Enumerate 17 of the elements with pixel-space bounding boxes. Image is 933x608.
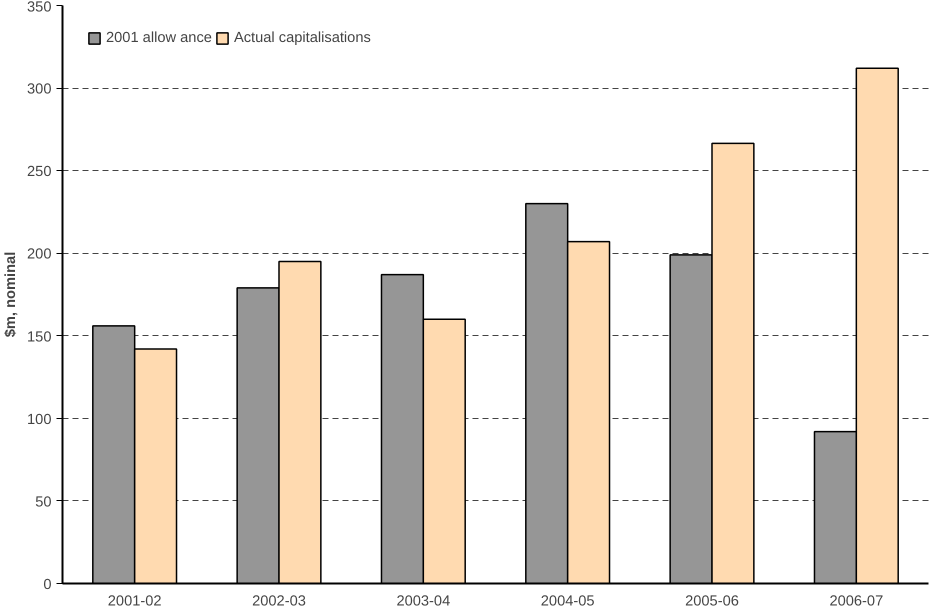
legend-label: Actual capitalisations xyxy=(234,30,371,46)
x-tick-label: 2005-06 xyxy=(685,594,739,608)
x-tick-label: 2004-05 xyxy=(540,594,595,608)
x-tick-label: 2001-02 xyxy=(108,594,162,608)
y-tick-label: 300 xyxy=(27,82,52,98)
y-tick-label: 0 xyxy=(43,577,52,593)
x-tick-label: 2002-03 xyxy=(252,594,306,608)
y-tick-label: 250 xyxy=(27,164,52,180)
x-tick-label: 2003-04 xyxy=(396,594,450,608)
y-tick-label: 200 xyxy=(27,246,52,263)
y-axis-title: $m, nominal xyxy=(3,252,20,338)
y-tick-label: 50 xyxy=(35,494,52,510)
y-tick-label: 150 xyxy=(27,329,52,346)
y-tick-label: 350 xyxy=(27,0,52,16)
legend-label: 2001 allow ance xyxy=(106,30,212,46)
x-tick-label: 2006-07 xyxy=(829,594,884,608)
y-tick-label: 100 xyxy=(27,412,52,428)
